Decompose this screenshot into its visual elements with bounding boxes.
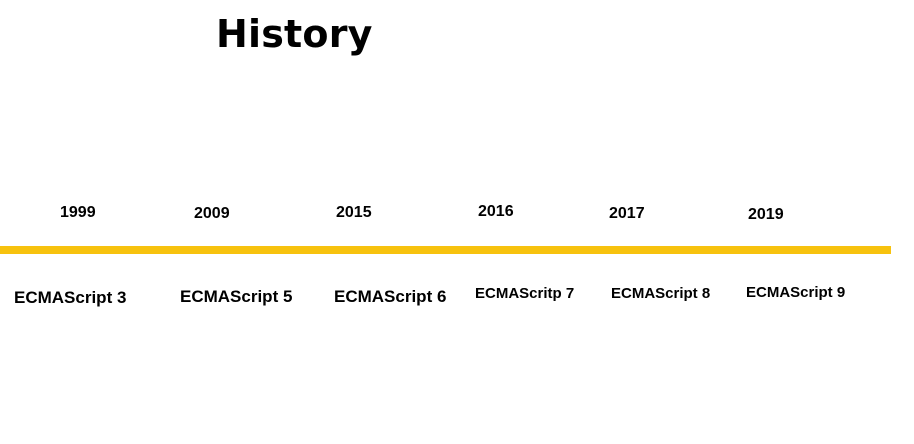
timeline-version-ecmascript-3: ECMAScript 3 <box>14 288 127 307</box>
timeline-version-ecmascript-7: ECMAScritp 7 <box>475 285 575 302</box>
timeline-year-2016: 2016 <box>478 203 514 220</box>
timeline-version-ecmascript-5: ECMAScript 5 <box>180 287 293 306</box>
timeline-version-ecmascript-8: ECMAScript 8 <box>611 285 711 302</box>
page-title: History <box>216 12 373 56</box>
timeline-year-2009: 2009 <box>194 205 230 222</box>
timeline-version-ecmascript-9: ECMAScript 9 <box>746 284 846 301</box>
timeline-year-2017: 2017 <box>609 205 645 222</box>
timeline-year-2019: 2019 <box>748 206 784 223</box>
timeline-year-2015: 2015 <box>336 204 372 221</box>
timeline-version-ecmascript-6: ECMAScript 6 <box>334 287 447 306</box>
timeline-bar <box>0 246 891 254</box>
timeline-year-1999: 1999 <box>60 204 96 221</box>
